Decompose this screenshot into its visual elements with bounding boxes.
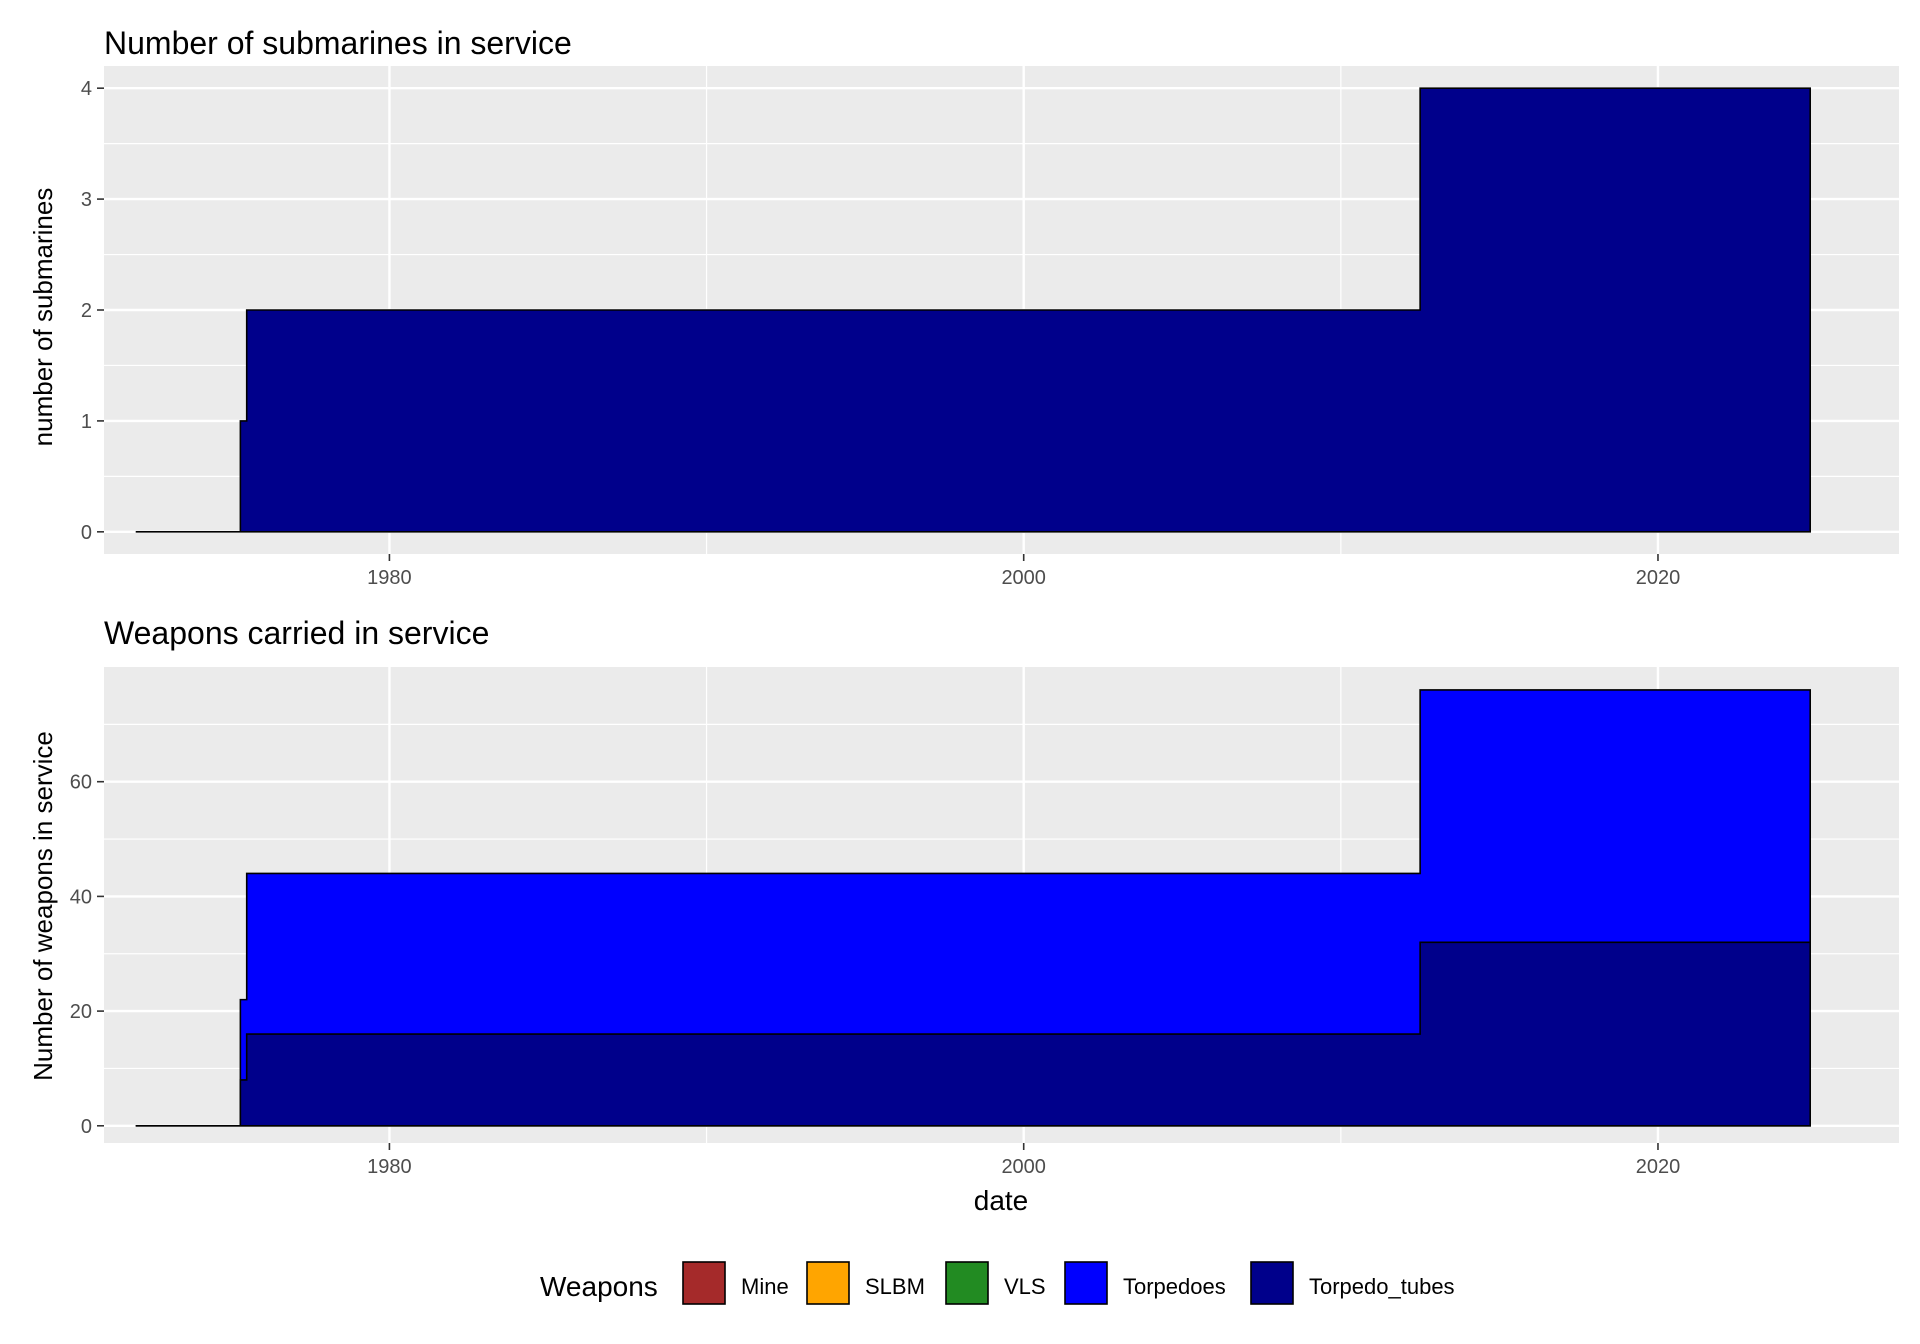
y-tick-label: 1 [81,411,92,433]
legend-key-vls [945,1261,989,1305]
legend-label: VLS [1004,1274,1046,1299]
x-ticks-submarines: 1980 2000 2020 [367,554,1680,589]
panel-weapons: Weapons carried in service 0 20 40 60 1980 2… [28,615,1899,1216]
legend-key-mine [682,1261,726,1305]
legend-label: Mine [741,1274,789,1299]
y-tick-label: 20 [70,1001,92,1023]
y-tick-label: 4 [81,78,92,100]
legend-label: Torpedo_tubes [1309,1274,1455,1299]
panel-title-weapons: Weapons carried in service [104,615,489,651]
legend: Weapons Mine SLBM VLS Torpedoes Torpedo_tube… [540,1261,1455,1305]
y-tick-label: 3 [81,189,92,211]
x-tick-label: 2020 [1636,567,1681,589]
panel-title-submarines: Number of submarines in service [104,25,572,61]
area-series-torpedo-tubes [135,941,1811,1127]
x-tick-label: 1980 [367,567,412,589]
legend-label: Torpedoes [1123,1274,1226,1299]
areas-weapons [135,689,1811,1127]
areas-submarines [135,87,1811,533]
area-series-torpedo-tubes [135,87,1811,533]
y-tick-label: 0 [81,1116,92,1138]
y-tick-label: 0 [81,522,92,544]
legend-key-slbm [806,1261,850,1305]
x-ticks-weapons: 1980 2000 2020 [367,1143,1680,1178]
panel-submarines: Number of submarines in service 0 1 2 3 4 19… [28,25,1899,589]
x-tick-label: 2020 [1636,1156,1681,1178]
x-axis-label-date: date [974,1185,1029,1216]
legend-title: Weapons [540,1271,658,1302]
x-tick-label: 1980 [367,1156,412,1178]
y-ticks-weapons: 0 20 40 60 [70,772,104,1138]
y-axis-label-weapons: Number of weapons in service [28,731,58,1081]
y-tick-label: 2 [81,300,92,322]
legend-label: SLBM [865,1274,925,1299]
x-tick-label: 2000 [1001,567,1046,589]
legend-key-torpedoes [1064,1261,1108,1305]
y-ticks-submarines: 0 1 2 3 4 [81,78,104,544]
area-series-torpedoes [135,689,1811,1127]
y-axis-label-submarines: number of submarines [28,188,58,447]
x-tick-label: 2000 [1001,1156,1046,1178]
y-tick-label: 60 [70,772,92,794]
y-tick-label: 40 [70,886,92,908]
legend-key-torpedo-tubes [1250,1261,1294,1305]
